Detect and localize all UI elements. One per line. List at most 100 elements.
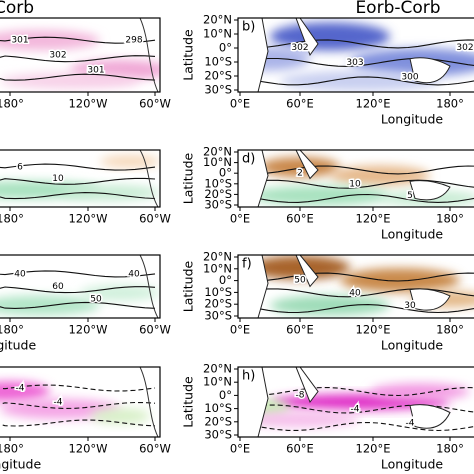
anomaly-shading [240,411,360,428]
x-tick-label: 180° [436,323,464,337]
contour-line [0,163,156,171]
contour-line [238,421,474,432]
contour-label: 10 [52,174,64,184]
x-tick-label: 60°W [139,97,171,111]
map-frame [0,366,161,438]
x-tick-label: 60°W [139,442,171,456]
contour-label: 60 [52,282,64,292]
contour-label: 302 [291,43,308,53]
x-tick-label: 60°W [139,323,171,337]
x-tick-label: 0°E [230,442,250,456]
map-frame [0,17,161,93]
contour-line [238,76,474,86]
contour-line [238,57,474,67]
x-tick-label: 120°W [68,212,107,226]
panel-label: f) [242,257,252,272]
y-tick-label: 10°N [203,27,232,41]
y-tick-label: 0° [219,166,232,180]
contour-label: 50 [294,276,306,286]
contour-line [238,304,474,314]
contour-label: 50 [90,295,102,305]
right-map [238,18,474,92]
contour-label: 301 [87,65,104,75]
contour-line [0,36,156,44]
contour-line [238,39,474,49]
right-title: Eorb-Corb [355,0,440,18]
x-tick-label: 120°E [356,212,391,226]
panel-label: h) [242,369,255,384]
land [238,18,451,92]
contour-label: -4 [16,384,25,394]
anomaly-shading [0,30,100,51]
x-tick-label: 180° [0,442,24,456]
contour-line [238,193,474,203]
contour-label: -4 [351,405,360,415]
x-tick-label: 120°E [356,97,391,111]
anomaly-shading [90,408,150,424]
land [238,255,451,318]
contour-label: 2 [297,168,303,178]
contour-line [0,270,156,278]
x-tick-label: 60°E [286,442,314,456]
anomaly-shading [0,72,140,89]
y-tick-label: 10°S [204,285,232,299]
x-tick-label: 60°E [286,323,314,337]
contour-label: -4 [54,398,63,408]
contour-line [238,288,474,298]
contour-label: 40 [14,269,26,279]
contour-line [0,192,156,200]
x-tick-label: 60°E [286,97,314,111]
y-axis-label: Latitude [181,260,196,312]
y-tick-label: 20°S [204,297,232,311]
x-tick-label: 120°W [68,97,107,111]
contour-line [0,384,156,392]
contour-line [238,165,474,175]
y-tick-label: 30°S [204,83,232,97]
contour-label: 40 [128,269,140,279]
contour-label: 300 [401,73,418,83]
panel-label: b) [242,20,255,35]
panel-label: d) [242,152,255,167]
x-tick-label: 60°W [139,212,171,226]
land [238,150,451,207]
x-tick-label: 180° [436,212,464,226]
y-tick-label: 30°S [204,428,232,442]
x-tick-label: 0°E [230,212,250,226]
y-axis-label: Latitude [181,376,196,428]
y-tick-label: 20°N [203,13,232,27]
x-axis-label: Longitude [0,457,41,472]
map-frame [237,149,474,208]
anomaly-shading [340,268,460,293]
x-tick-label: 180° [0,97,24,111]
x-axis-label: Longitude [381,227,443,242]
contour-line [0,286,156,294]
x-tick-label: 120°E [356,323,391,337]
x-axis-label: Longitude [381,338,443,353]
left-title: Corb [0,0,34,18]
x-axis-label: Longitude [381,457,443,472]
y-axis-label: Latitude [181,29,196,81]
anomaly-shading [270,22,390,51]
y-tick-label: 20°S [204,187,232,201]
x-tick-label: 120°W [68,442,107,456]
y-tick-label: 10°N [203,261,232,275]
contour-label: 5 [407,191,413,201]
anomaly-shading [250,185,390,206]
x-axis-label: Longitude [0,338,36,353]
y-tick-label: 20°S [204,414,232,428]
anomaly-shading [280,70,440,91]
x-tick-label: 120°W [68,323,107,337]
right-map [238,255,474,318]
map-frame [0,254,161,319]
map-frame [237,366,474,438]
contour-line [0,177,156,185]
anomaly-shading [0,399,120,419]
contour-label: 302 [49,51,66,61]
land [238,367,451,437]
coastline [139,18,159,92]
anomaly-shading [80,284,160,301]
contour-line [238,386,474,397]
x-tick-label: 120°E [356,442,391,456]
left-map [0,367,160,437]
